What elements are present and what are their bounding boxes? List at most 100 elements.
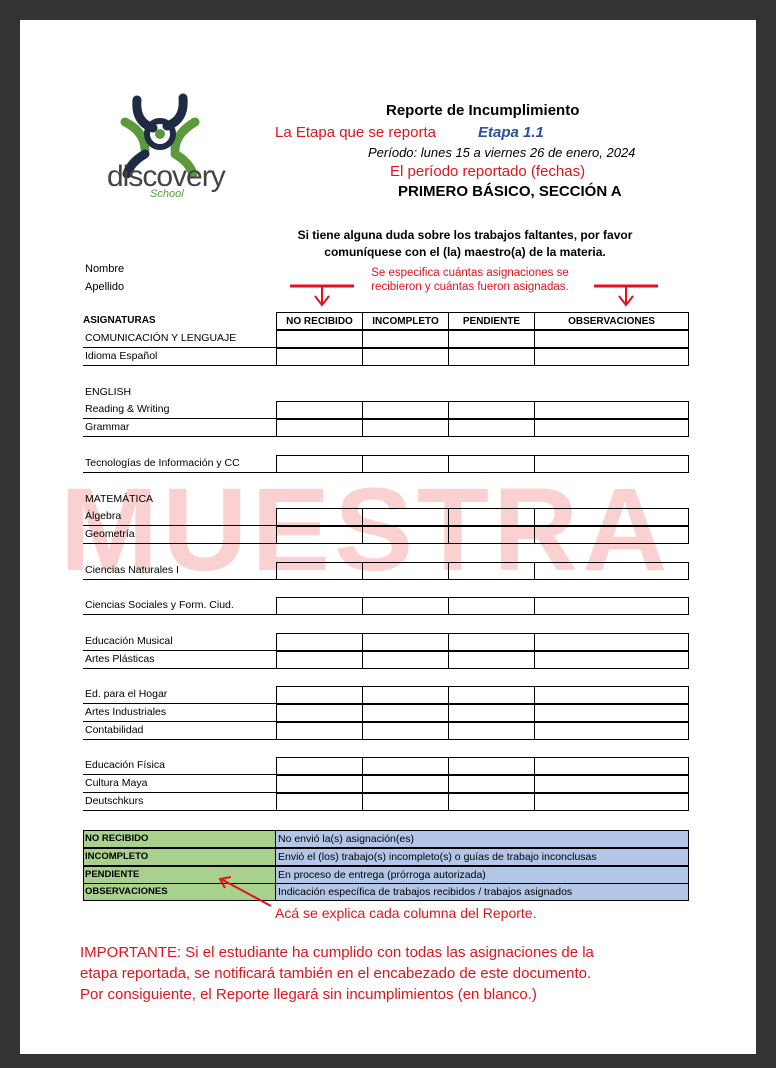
cell-no-recibido[interactable] bbox=[276, 348, 363, 367]
cell-pendiente[interactable] bbox=[448, 508, 535, 527]
cell-incompleto[interactable] bbox=[362, 597, 449, 616]
table-row: Deutschkurs bbox=[83, 793, 689, 812]
cell-no-recibido[interactable] bbox=[276, 721, 363, 740]
cell-no-recibido[interactable] bbox=[276, 632, 363, 651]
subject-name: Deutschkurs bbox=[83, 793, 277, 812]
cell-incompleto[interactable] bbox=[362, 419, 449, 438]
cell-incompleto[interactable] bbox=[362, 793, 449, 812]
cell-no-recibido[interactable] bbox=[276, 508, 363, 527]
cell-incompleto[interactable] bbox=[362, 721, 449, 740]
cell-pendiente[interactable] bbox=[448, 526, 535, 545]
table-row: Grammar bbox=[83, 419, 689, 438]
cell-incompleto[interactable] bbox=[362, 454, 449, 473]
cell-no-recibido[interactable] bbox=[276, 775, 363, 794]
cell-incompleto[interactable] bbox=[362, 508, 449, 527]
cell-incompleto[interactable] bbox=[362, 348, 449, 367]
cell-observaciones[interactable] bbox=[534, 721, 689, 740]
cell-pendiente[interactable] bbox=[448, 632, 535, 651]
important-line-1: IMPORTANTE: Si el estudiante ha cumplido… bbox=[80, 944, 594, 961]
table-row: Idioma Español bbox=[83, 348, 689, 367]
subject-name: Contabilidad bbox=[83, 722, 277, 740]
legend-key: NO RECIBIDO bbox=[83, 830, 276, 848]
report-title: Reporte de Incumplimiento bbox=[386, 102, 580, 119]
subject-name: Reading & Writing bbox=[83, 401, 277, 420]
cell-incompleto[interactable] bbox=[362, 401, 449, 420]
cell-no-recibido[interactable] bbox=[276, 454, 363, 473]
cell-pendiente[interactable] bbox=[448, 401, 535, 420]
cell-observaciones[interactable] bbox=[534, 757, 689, 776]
cell-pendiente[interactable] bbox=[448, 757, 535, 776]
table-row: Álgebra bbox=[83, 508, 689, 527]
cell-no-recibido[interactable] bbox=[276, 757, 363, 776]
cell-no-recibido[interactable] bbox=[276, 793, 363, 812]
watermark: MUESTRA bbox=[60, 464, 672, 596]
cell-observaciones[interactable] bbox=[534, 793, 689, 812]
cell-no-recibido[interactable] bbox=[276, 597, 363, 616]
cell-observaciones[interactable] bbox=[534, 454, 689, 473]
cell-pendiente[interactable] bbox=[448, 454, 535, 473]
cell-no-recibido[interactable] bbox=[276, 419, 363, 438]
cell-pendiente[interactable] bbox=[448, 419, 535, 438]
cell-incompleto[interactable] bbox=[362, 775, 449, 794]
cell-observaciones[interactable] bbox=[534, 348, 689, 367]
cell-observaciones[interactable] bbox=[534, 686, 689, 705]
cell-no-recibido[interactable] bbox=[276, 650, 363, 669]
cell-pendiente[interactable] bbox=[448, 348, 535, 367]
notice-line-1: Si tiene alguna duda sobre los trabajos … bbox=[297, 228, 633, 242]
cell-no-recibido[interactable] bbox=[276, 561, 363, 580]
cell-no-recibido[interactable] bbox=[276, 704, 363, 723]
cell-pendiente[interactable] bbox=[448, 704, 535, 723]
cell-observaciones[interactable] bbox=[534, 650, 689, 669]
legend-row: NO RECIBIDO No envió la(s) asignación(es) bbox=[83, 830, 689, 848]
cell-observaciones[interactable] bbox=[534, 704, 689, 723]
cell-observaciones[interactable] bbox=[534, 597, 689, 616]
cell-observaciones[interactable] bbox=[534, 526, 689, 545]
table-row: Artes Industriales bbox=[83, 704, 689, 723]
cell-observaciones[interactable] bbox=[534, 419, 689, 438]
arrow-down-icon bbox=[594, 284, 658, 307]
cell-observaciones[interactable] bbox=[534, 632, 689, 651]
subject-name: Geometría bbox=[83, 526, 277, 545]
header-subjects: ASIGNATURAS bbox=[83, 315, 156, 327]
cell-no-recibido[interactable] bbox=[276, 686, 363, 705]
table-header: ASIGNATURAS NO RECIBIDO INCOMPLETO PENDI… bbox=[83, 312, 689, 331]
subject-name: Grammar bbox=[83, 419, 277, 438]
cell-observaciones[interactable] bbox=[534, 561, 689, 580]
cell-no-recibido[interactable] bbox=[276, 526, 363, 545]
cell-incompleto[interactable] bbox=[362, 330, 449, 349]
cell-pendiente[interactable] bbox=[448, 561, 535, 580]
subject-group-label: MATEMÁTICA bbox=[83, 491, 689, 509]
cell-observaciones[interactable] bbox=[534, 330, 689, 349]
cell-incompleto[interactable] bbox=[362, 561, 449, 580]
cell-incompleto[interactable] bbox=[362, 526, 449, 545]
cell-incompleto[interactable] bbox=[362, 757, 449, 776]
cell-no-recibido[interactable] bbox=[276, 401, 363, 420]
cell-pendiente[interactable] bbox=[448, 650, 535, 669]
cell-incompleto[interactable] bbox=[362, 632, 449, 651]
legend-description: En proceso de entrega (prórroga autoriza… bbox=[275, 865, 689, 884]
subject-name: ENGLISH bbox=[85, 386, 132, 399]
cell-incompleto[interactable] bbox=[362, 686, 449, 705]
cell-pendiente[interactable] bbox=[448, 721, 535, 740]
etapa-value: Etapa 1.1 bbox=[478, 124, 544, 141]
cell-pendiente[interactable] bbox=[448, 793, 535, 812]
legend-description: No envió la(s) asignación(es) bbox=[275, 830, 689, 848]
subject-name: MATEMÁTICA bbox=[85, 493, 154, 506]
cell-pendiente[interactable] bbox=[448, 686, 535, 705]
cell-incompleto[interactable] bbox=[362, 650, 449, 669]
cell-observaciones[interactable] bbox=[534, 401, 689, 420]
cell-incompleto[interactable] bbox=[362, 704, 449, 723]
legend-description: Indicación específica de trabajos recibi… bbox=[275, 883, 689, 902]
cell-pendiente[interactable] bbox=[448, 775, 535, 794]
table-row: Artes Plásticas bbox=[83, 650, 689, 669]
cell-pendiente[interactable] bbox=[448, 330, 535, 349]
cell-no-recibido[interactable] bbox=[276, 330, 363, 349]
cell-observaciones[interactable] bbox=[534, 775, 689, 794]
cell-pendiente[interactable] bbox=[448, 597, 535, 616]
subject-name: Artes Industriales bbox=[83, 704, 277, 723]
cell-observaciones[interactable] bbox=[534, 508, 689, 527]
subject-name: Cultura Maya bbox=[83, 775, 277, 794]
notice-text: Si tiene alguna duda sobre los trabajos … bbox=[290, 227, 640, 261]
header-no-recibido: NO RECIBIDO bbox=[276, 312, 363, 331]
subject-name: COMUNICACIÓN Y LENGUAJE bbox=[83, 330, 277, 349]
